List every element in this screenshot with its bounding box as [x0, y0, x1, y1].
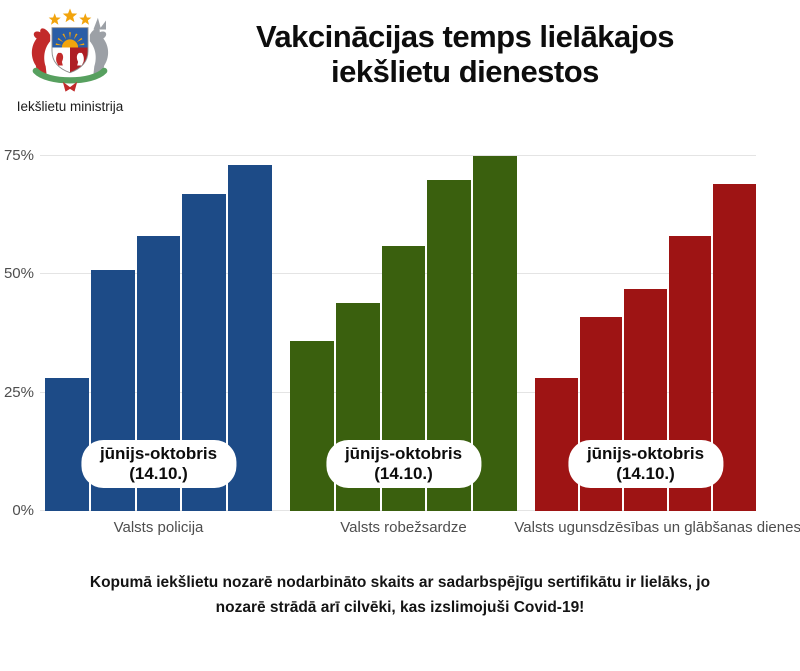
griffin-wing-icon — [93, 17, 106, 30]
annotation-line-2: (14.10.) — [616, 463, 675, 483]
lion-supporter-icon — [31, 28, 51, 75]
bar — [290, 340, 334, 511]
title-line-2: iekšlietu dienestos — [331, 53, 599, 89]
bar-group-2: jūnijs-oktobris (14.10.) Valsts robežsardz… — [290, 135, 517, 536]
x-axis-label: Valsts robežsardze — [340, 519, 467, 536]
stars-icon — [48, 8, 92, 25]
latvia-coat-of-arms-icon — [31, 8, 109, 92]
bar — [228, 165, 272, 511]
bar-group-3: jūnijs-oktobris (14.10.) Valsts ugunsdzēsī… — [514, 135, 800, 536]
y-tick-label: 50% — [3, 265, 34, 283]
small-griffin-icon — [76, 52, 84, 66]
bar — [535, 378, 578, 511]
wreath-icon — [32, 67, 108, 84]
footer-line-2: nozarē strādā arī cilvēki, kas izslimoju… — [215, 598, 585, 616]
y-tick-label: 0% — [12, 502, 34, 519]
period-annotation-pill: jūnijs-oktobris (14.10.) — [325, 439, 482, 488]
page-title: Vakcinācijas temps lielākajos iekšlietu d… — [145, 19, 785, 89]
footer-note: Kopumā iekšlietu nozarē nodarbināto skai… — [30, 571, 770, 621]
shield-outline — [51, 27, 89, 74]
footer-line-1: Kopumā iekšlietu nozarē nodarbināto skai… — [89, 574, 711, 591]
bar — [45, 378, 89, 511]
y-axis: 0% 25% 50% 75% — [0, 135, 34, 519]
small-lion-icon — [56, 52, 64, 66]
annotation-line-1: jūnijs-oktobris — [344, 443, 463, 463]
annotation-line-2: (14.10.) — [374, 463, 433, 483]
annotation-line-2: (14.10.) — [129, 463, 188, 483]
title-line-1: Vakcinācijas temps lielākajos — [255, 19, 675, 54]
x-axis-label: Valsts policija — [113, 519, 204, 536]
griffin-supporter-icon — [89, 28, 109, 75]
bar-chart: jūnijs-oktobris (14.10.) Valsts policija jū… — [40, 135, 800, 536]
y-tick-label: 75% — [3, 147, 34, 164]
annotation-line-1: jūnijs-oktobris — [586, 443, 705, 463]
x-axis-label: Valsts ugunsdzēsības un glābšanas dienes… — [514, 519, 800, 536]
bar — [473, 156, 517, 511]
bar-group-1: jūnijs-oktobris (14.10.) Valsts policija — [45, 135, 272, 536]
ribbon-icon — [62, 81, 78, 92]
gridline-75% — [40, 155, 756, 156]
ministry-logo: Iekšlietu ministrija — [12, 6, 128, 114]
logo-caption: Iekšlietu ministrija — [16, 99, 124, 114]
rising-sun-icon — [55, 32, 85, 48]
y-tick-label: 25% — [3, 383, 34, 401]
period-annotation-pill: jūnijs-oktobris (14.10.) — [80, 439, 237, 488]
annotation-line-1: jūnijs-oktobris — [99, 443, 218, 463]
period-annotation-pill: jūnijs-oktobris (14.10.) — [567, 439, 724, 488]
